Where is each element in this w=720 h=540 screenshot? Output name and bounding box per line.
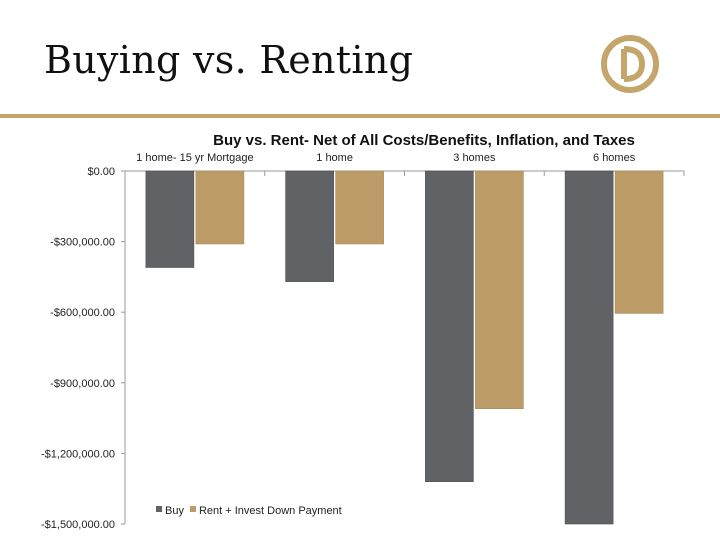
slide-title: Buying vs. Renting [44,38,414,82]
bar-rent [614,170,664,314]
y-tick-label: -$900,000.00 [50,378,115,390]
y-tick-label: -$300,000.00 [50,237,115,249]
chart-title: Buy vs. Rent- Net of All Costs/Benefits,… [213,132,635,149]
y-tick-label: -$1,500,000.00 [41,519,115,531]
legend-swatch-rent [189,506,196,512]
category-label: 1 home- 15 yr Mortgage [136,152,253,164]
bar-rent [195,170,245,245]
bar-buy [564,170,614,525]
bar-buy [425,170,474,482]
category-label: 3 homes [453,152,496,164]
title-divider [0,114,720,118]
chart-legend: Buy Rent + Invest Down Payment [156,505,342,517]
bar-rent [335,170,384,245]
bar-buy [145,170,195,268]
bar-rent [475,170,524,409]
chart-labels: $0.00 -$300,000.00 -$600,000.00 -$900,000.0… [41,152,636,531]
bar-buy [285,170,334,282]
y-tick-label: -$1,200,000.00 [41,448,115,460]
category-label: 1 home [316,152,353,164]
y-tick-label: $0.00 [87,166,115,178]
circle-d-monogram-icon [601,35,659,93]
chart-bars [145,170,664,525]
category-label: 6 homes [593,152,636,164]
y-tick-label: -$600,000.00 [50,307,115,319]
legend-label: Buy [165,505,184,517]
legend-swatch-buy [156,506,162,512]
legend-label: Rent + Invest Down Payment [199,505,342,517]
